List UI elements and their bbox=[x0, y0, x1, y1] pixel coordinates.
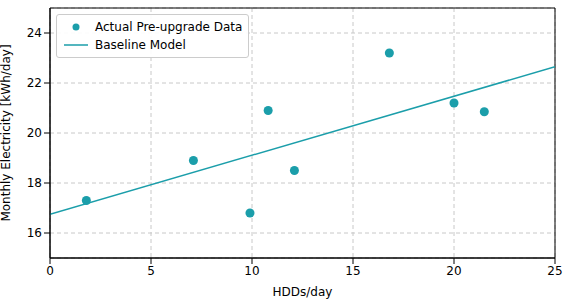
svg-text:16: 16 bbox=[27, 226, 42, 240]
svg-text:15: 15 bbox=[345, 264, 360, 278]
svg-text:0: 0 bbox=[46, 264, 54, 278]
svg-text:25: 25 bbox=[547, 264, 559, 278]
svg-text:Monthly Electricity [kWh/day]: Monthly Electricity [kWh/day] bbox=[8, 44, 13, 221]
svg-text:24: 24 bbox=[27, 26, 42, 40]
svg-text:10: 10 bbox=[244, 264, 259, 278]
svg-text:HDDs/day: HDDs/day bbox=[273, 285, 333, 299]
svg-text:20: 20 bbox=[27, 126, 42, 140]
svg-text:20: 20 bbox=[446, 264, 461, 278]
svg-text:5: 5 bbox=[147, 264, 155, 278]
html-text:Actual Pre-upgrade Data: Actual Pre-upgrade Data bbox=[95, 20, 243, 34]
svg-text:18: 18 bbox=[27, 176, 42, 190]
html-text:Baseline Model: Baseline Model bbox=[95, 38, 186, 52]
svg-text:22: 22 bbox=[27, 76, 42, 90]
